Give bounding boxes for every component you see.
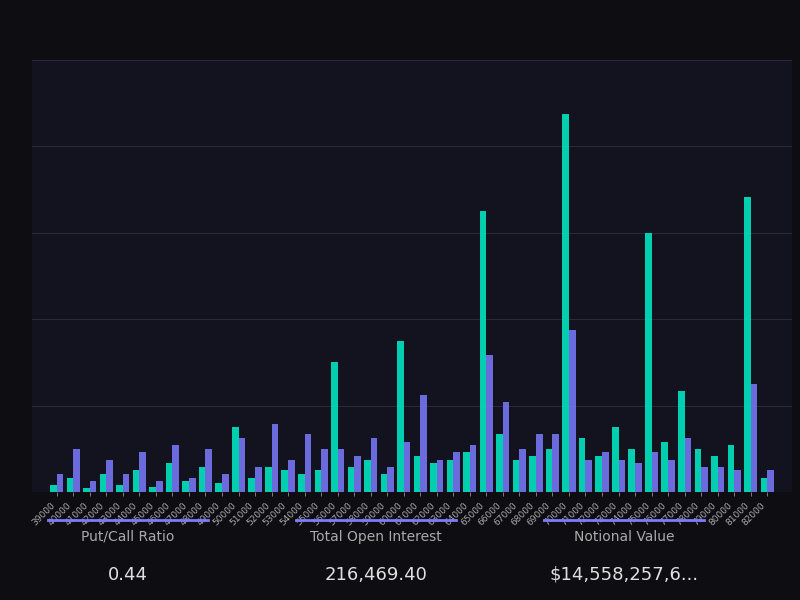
Bar — [470, 445, 477, 492]
Bar — [331, 362, 338, 492]
Bar — [282, 470, 288, 492]
Bar — [222, 474, 229, 492]
Bar — [354, 456, 361, 492]
Bar — [347, 467, 354, 492]
Bar — [364, 460, 370, 492]
Bar — [74, 449, 80, 492]
Bar — [536, 434, 542, 492]
Text: $14,558,257,6...: $14,558,257,6... — [550, 565, 698, 583]
Bar — [150, 487, 156, 492]
Bar — [503, 402, 510, 492]
Bar — [133, 470, 139, 492]
Bar — [139, 452, 146, 492]
Bar — [678, 391, 685, 492]
Bar — [106, 460, 113, 492]
Bar — [767, 470, 774, 492]
Bar — [189, 478, 195, 492]
Bar — [668, 460, 674, 492]
Bar — [586, 460, 592, 492]
Bar — [761, 478, 767, 492]
Bar — [156, 481, 162, 492]
Bar — [199, 467, 206, 492]
Text: 0.44: 0.44 — [108, 565, 148, 583]
Bar — [206, 449, 212, 492]
Bar — [50, 485, 57, 492]
Bar — [404, 442, 410, 492]
Bar — [463, 452, 470, 492]
Bar — [370, 438, 378, 492]
Bar — [271, 424, 278, 492]
Bar — [718, 467, 724, 492]
Bar — [645, 233, 651, 492]
Bar — [387, 467, 394, 492]
Bar — [215, 483, 222, 492]
Bar — [314, 470, 321, 492]
Bar — [116, 485, 123, 492]
Bar — [569, 330, 575, 492]
Bar — [694, 449, 701, 492]
Bar — [66, 478, 74, 492]
Bar — [530, 456, 536, 492]
Bar — [629, 449, 635, 492]
Bar — [123, 474, 130, 492]
Bar — [83, 488, 90, 492]
Bar — [711, 456, 718, 492]
Bar — [727, 445, 734, 492]
Bar — [305, 434, 311, 492]
Bar — [238, 438, 245, 492]
Bar — [602, 452, 609, 492]
Text: Notional Value: Notional Value — [574, 530, 674, 544]
Bar — [513, 460, 519, 492]
Bar — [496, 434, 503, 492]
Text: Total Open Interest: Total Open Interest — [310, 530, 442, 544]
Bar — [90, 481, 97, 492]
Bar — [397, 341, 404, 492]
Bar — [734, 470, 741, 492]
Bar — [579, 438, 586, 492]
Bar — [57, 474, 63, 492]
Bar — [454, 452, 460, 492]
Bar — [437, 460, 443, 492]
Bar — [612, 427, 618, 492]
Bar — [480, 211, 486, 492]
Bar — [685, 438, 691, 492]
Bar — [750, 384, 758, 492]
Bar — [173, 445, 179, 492]
Bar — [486, 355, 493, 492]
Bar — [288, 460, 294, 492]
Bar — [595, 456, 602, 492]
Bar — [446, 460, 454, 492]
Bar — [635, 463, 642, 492]
Text: Put/Call Ratio: Put/Call Ratio — [82, 530, 174, 544]
Bar — [662, 442, 668, 492]
Bar — [562, 114, 569, 492]
Bar — [232, 427, 238, 492]
Bar — [519, 449, 526, 492]
Bar — [553, 434, 559, 492]
Bar — [651, 452, 658, 492]
Bar — [255, 467, 262, 492]
Bar — [381, 474, 387, 492]
Bar — [166, 463, 173, 492]
Bar — [321, 449, 328, 492]
Bar — [414, 456, 420, 492]
Bar — [338, 449, 344, 492]
Bar — [298, 474, 305, 492]
Bar — [701, 467, 708, 492]
Bar — [744, 197, 750, 492]
Text: 216,469.40: 216,469.40 — [325, 565, 427, 583]
Bar — [100, 474, 106, 492]
Bar — [618, 460, 625, 492]
Bar — [265, 467, 271, 492]
Bar — [249, 478, 255, 492]
Bar — [182, 481, 189, 492]
Bar — [420, 395, 427, 492]
Bar — [430, 463, 437, 492]
Bar — [546, 449, 553, 492]
